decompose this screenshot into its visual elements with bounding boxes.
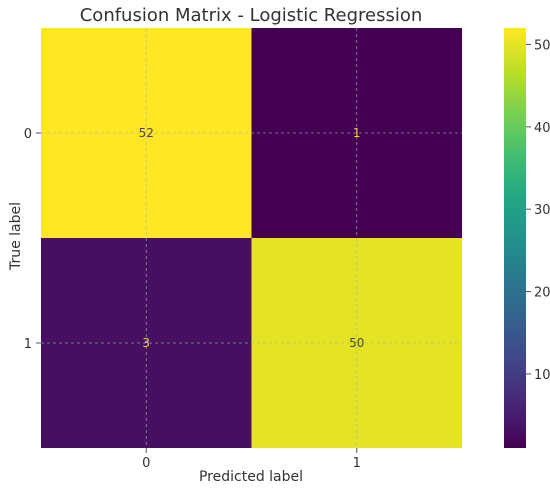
- cell-value-label: 50: [349, 336, 364, 350]
- x-tick-label: 1: [353, 456, 361, 471]
- colorbar: [504, 28, 526, 448]
- grid-lines: [41, 28, 462, 448]
- cell-value-label: 52: [139, 126, 154, 140]
- y-axis-label: True label: [8, 202, 24, 271]
- y-axis-ticks: 01: [24, 127, 41, 352]
- colorbar-tick-label: 30: [534, 203, 550, 218]
- y-tick-label: 1: [24, 337, 32, 352]
- colorbar-tick-label: 10: [534, 368, 550, 383]
- heatmap-cells: [41, 28, 462, 448]
- colorbar-tick-label: 50: [534, 38, 550, 53]
- cell-value-label: 3: [142, 336, 150, 350]
- colorbar-tick-label: 20: [534, 286, 550, 301]
- colorbar-ticks: 10 20 30 40 50: [526, 38, 550, 383]
- cell-value-label: 1: [353, 126, 361, 140]
- colorbar-tick-label: 40: [534, 121, 550, 136]
- y-tick-label: 0: [24, 127, 32, 142]
- x-tick-label: 0: [142, 456, 150, 471]
- chart-title: Confusion Matrix - Logistic Regression: [80, 5, 423, 26]
- cell-annotations: 52 1 3 50: [139, 126, 365, 350]
- x-axis-label: Predicted label: [199, 469, 303, 485]
